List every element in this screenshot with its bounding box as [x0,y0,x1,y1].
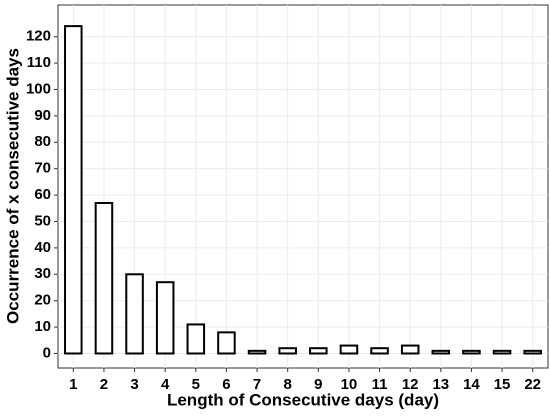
y-tick-label: 100 [26,80,51,97]
y-tick-label: 20 [34,292,51,309]
bar [247,349,267,355]
y-tick-label: 50 [34,212,51,229]
x-tick-label: 11 [372,376,388,393]
x-tick-label: 8 [284,376,292,393]
y-tick-label: 90 [34,107,51,124]
bar [339,344,359,355]
bar [492,349,512,355]
x-axis-title: Length of Consecutive days (day) [167,390,439,409]
y-tick-label: 0 [43,344,51,361]
y-tick-label: 40 [34,239,51,256]
x-tick-label: 12 [402,376,419,393]
bar [278,347,297,355]
bar [217,331,236,355]
bar [155,281,175,355]
y-tick-label: 30 [34,265,51,282]
y-tick-label: 120 [26,28,51,45]
bar [400,344,420,355]
x-tick-label: 22 [524,376,541,393]
y-tick-label: 60 [34,186,51,203]
y-tick-label: 10 [34,318,51,335]
y-tick-label: 70 [34,160,51,177]
bar [523,349,542,355]
bar [125,273,144,355]
y-tick-label: 110 [27,54,51,71]
x-tick-label: 15 [494,376,511,393]
y-axis-title: Occurrence of x consecutive days [3,48,22,324]
x-tick-label: 5 [192,376,200,393]
bar [309,347,328,355]
x-tick-label: 9 [314,376,322,393]
x-tick-label: 13 [432,376,449,393]
bar [431,349,451,355]
bar [462,349,481,355]
x-tick-label: 1 [69,376,77,393]
x-tick-label: 6 [222,376,230,393]
y-tick-label: 80 [34,133,51,150]
x-tick-label: 4 [161,376,170,393]
bar [370,347,389,355]
x-tick-label: 7 [253,376,261,393]
x-tick-label: 14 [463,376,480,393]
x-tick-label: 3 [130,376,138,393]
x-tick-label: 2 [100,376,108,393]
x-tick-label: 10 [341,376,358,393]
bar [186,323,206,355]
bar [94,202,114,355]
bar [64,25,83,355]
